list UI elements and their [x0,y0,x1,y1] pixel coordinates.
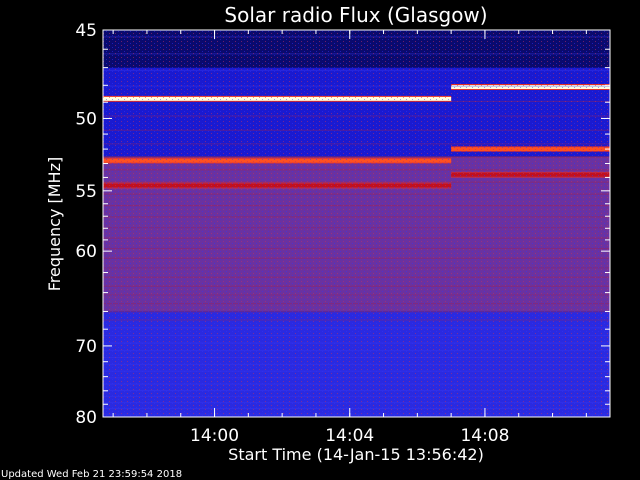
spectrogram-texture [103,30,610,417]
x-tick-label: 14:08 [460,426,509,446]
y-tick-label: 55 [75,182,97,202]
y-tick-label: 50 [75,109,97,129]
axis-ticks: 45 50 55 60 70 80 14:00 14:04 14:08 [75,21,610,446]
y-tick-label: 70 [75,337,97,357]
y-tick-label: 45 [75,21,97,41]
plot-frame [102,29,611,418]
y-tick-label: 60 [75,242,97,262]
x-tick-label: 14:00 [190,426,239,446]
y-axis-label: Frequency [MHz] [45,157,64,291]
updated-timestamp: Updated Wed Feb 21 23:59:54 2018 [1,469,182,480]
x-tick-label: 14:04 [325,426,374,446]
x-axis-label: Start Time (14-Jan-15 13:56:42) [228,445,484,464]
spectral-noise [103,30,610,417]
chart-title: Solar radio Flux (Glasgow) [224,3,487,27]
y-tick-label: 80 [75,408,97,428]
